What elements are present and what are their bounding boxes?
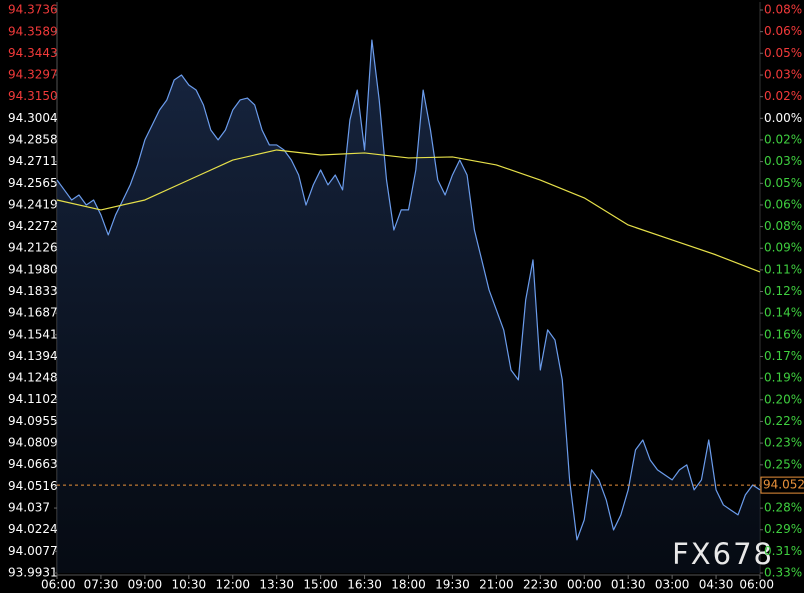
y-tick-label: 94.1102 <box>8 392 58 406</box>
y2-tick-label: 0.11% <box>764 262 802 276</box>
average-line <box>56 149 761 273</box>
y-tick-label: 94.2858 <box>8 132 58 146</box>
y2-tick-label: 0.17% <box>764 349 802 363</box>
y-tick-label: 94.2126 <box>8 241 58 255</box>
y2-tick-label: 0.23% <box>764 436 802 450</box>
y-tick-label: 94.0663 <box>8 457 58 471</box>
x-tick-label: 10:30 <box>172 578 207 592</box>
x-tick-label: 15:00 <box>303 578 338 592</box>
last-price-label: 94.0525 <box>763 478 804 492</box>
y2-tick-label: 0.08% <box>764 3 802 17</box>
y-tick-label: 94.3443 <box>8 46 58 60</box>
x-tick-label: 00:00 <box>567 578 602 592</box>
plot-area <box>56 39 761 574</box>
y2-tick-label: 0.33% <box>764 566 802 580</box>
x-tick-label: 06:00 <box>41 578 76 592</box>
y2-tick-label: 0.20% <box>764 392 802 406</box>
x-tick-label: 01:30 <box>611 578 646 592</box>
price-area <box>57 40 760 574</box>
x-tick-label: 07:30 <box>84 578 119 592</box>
price-line <box>56 39 761 541</box>
y2-tick-label: 0.00% <box>764 111 802 125</box>
y2-tick-label: 0.28% <box>764 501 802 515</box>
y2-tick-label: 0.02% <box>764 89 802 103</box>
y2-tick-label: 0.29% <box>764 522 802 536</box>
y2-tick-label: 0.06% <box>764 197 802 211</box>
y2-tick-label: 0.09% <box>764 241 802 255</box>
y2-tick-label: 0.06% <box>764 24 802 38</box>
y-tick-label: 94.1541 <box>8 327 58 341</box>
y-tick-label: 94.3297 <box>8 67 58 81</box>
x-tick-label: 06:00 <box>739 578 774 592</box>
x-tick-label: 13:30 <box>259 578 294 592</box>
y-tick-label: 93.9931 <box>8 566 58 580</box>
y2-tick-label: 0.03% <box>764 68 802 82</box>
x-tick-label: 12:00 <box>215 578 250 592</box>
y-tick-label: 94.3589 <box>8 24 58 38</box>
x-tick-label: 19:30 <box>435 578 470 592</box>
y-tick-label: 94.2565 <box>8 176 58 190</box>
y-tick-label: 94.0077 <box>8 544 58 558</box>
last-price-box <box>760 476 804 494</box>
y2-tick-label: 0.05% <box>764 46 802 60</box>
y-tick-label: 94.0224 <box>8 522 58 536</box>
x-tick-label: 22:30 <box>523 578 558 592</box>
x-tick-label: 21:00 <box>479 578 514 592</box>
y-tick-label: 94.1980 <box>8 262 58 276</box>
y-tick-label: 94.2272 <box>8 219 58 233</box>
x-tick-label: 16:30 <box>347 578 382 592</box>
x-tick-label: 03:00 <box>655 578 690 592</box>
y2-tick-label: 0.25% <box>764 457 802 471</box>
x-tick-label: 04:30 <box>699 578 734 592</box>
y-tick-label: 94.0955 <box>8 414 58 428</box>
y2-tick-label: 0.05% <box>764 176 802 190</box>
watermark: FX678 <box>672 537 774 571</box>
y2-tick-label: 0.31% <box>764 544 802 558</box>
y-tick-label: 94.1687 <box>8 306 58 320</box>
y-tick-label: 94.0516 <box>8 479 58 493</box>
y-tick-label: 94.2711 <box>8 154 58 168</box>
y-tick-label: 94.1833 <box>8 284 58 298</box>
x-tick-label: 18:00 <box>391 578 426 592</box>
y-tick-label: 94.1394 <box>8 349 58 363</box>
x-tick-label: 09:00 <box>128 578 163 592</box>
y2-tick-label: 0.02% <box>764 132 802 146</box>
y-tick-label: 94.0809 <box>8 436 58 450</box>
y-tick-label: 94.3004 <box>8 111 58 125</box>
y-tick-label: 94.2419 <box>8 197 58 211</box>
y2-tick-label: 0.19% <box>764 371 802 385</box>
y-tick-label: 94.037 <box>8 501 50 515</box>
y2-tick-label: 0.22% <box>764 414 802 428</box>
y2-tick-label: 0.16% <box>764 327 802 341</box>
y2-tick-label: 0.14% <box>764 306 802 320</box>
y2-tick-label: 0.12% <box>764 284 802 298</box>
y2-tick-label: 0.03% <box>764 154 802 168</box>
y-tick-label: 94.3736 <box>8 3 58 17</box>
y-tick-label: 94.1248 <box>8 371 58 385</box>
y2-tick-label: 0.08% <box>764 219 802 233</box>
y-tick-label: 94.3150 <box>8 89 58 103</box>
